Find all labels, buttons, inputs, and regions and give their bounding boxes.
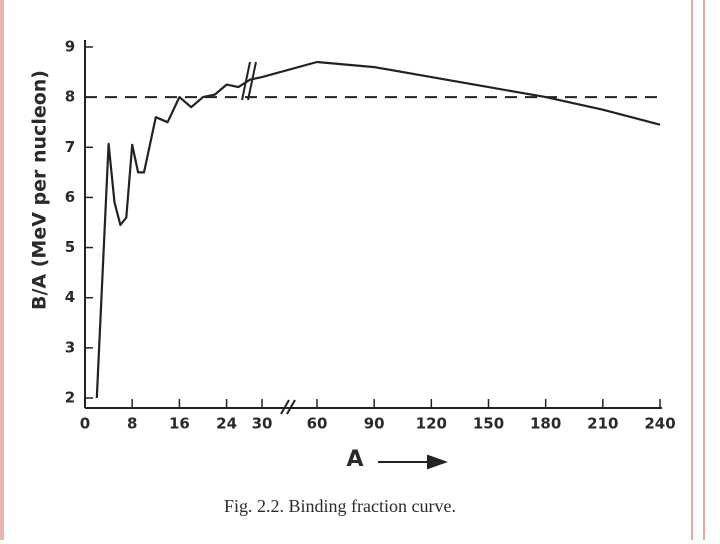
y-tick-label: 7 [65,138,75,156]
x-axis-label: A [346,447,363,472]
data-line [95,60,661,399]
x-tick-label: 30 [252,415,273,433]
x-tick-label: 240 [644,415,675,433]
x-tick-label: 90 [364,415,385,433]
y-tick-label: 2 [65,389,75,407]
y-tick-label: 9 [65,38,75,56]
y-tick-label: 6 [65,188,75,206]
y-axis-label: B/A (MeV per nucleon) [29,70,51,310]
y-tick-label: 5 [65,238,75,256]
caption: Fig. 2.2. Binding fraction curve. [224,496,456,516]
x-tick-label: 24 [216,415,237,433]
x-tick-label: 120 [416,415,447,433]
x-tick-label: 180 [530,415,561,433]
x-tick-label: 210 [587,415,618,433]
x-tick-label: 60 [307,415,328,433]
x-tick-label: 16 [169,415,190,433]
y-tick-label: 3 [65,338,75,356]
x-arrow [378,454,449,470]
x-tick-label: 150 [473,415,504,433]
x-tick-label: 0 [80,415,90,433]
y-tick-label: 8 [65,88,75,106]
y-tick-label: 4 [65,288,75,306]
axis-break [280,399,296,415]
x-tick-label: 8 [127,415,137,433]
left-border [0,0,4,540]
